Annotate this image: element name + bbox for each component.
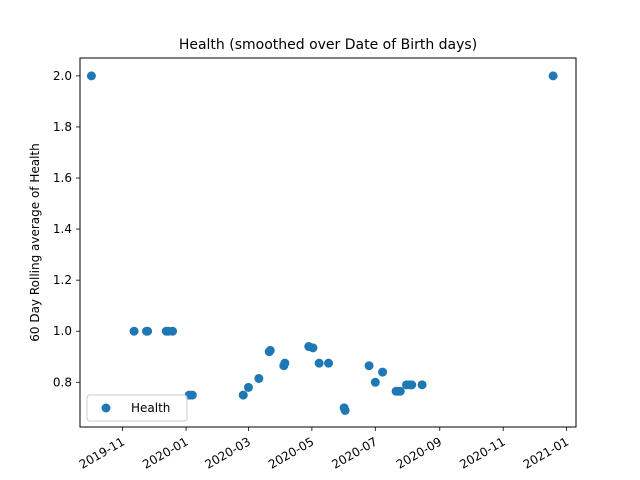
legend-marker <box>101 403 111 413</box>
data-point <box>86 71 96 81</box>
legend: Health <box>86 394 188 422</box>
data-point <box>417 380 427 390</box>
data-point <box>265 345 275 355</box>
y-tick-label: 1.4 <box>53 222 72 236</box>
data-point <box>254 373 264 383</box>
data-point <box>143 326 153 336</box>
legend-label-health: Health <box>131 401 170 415</box>
data-point <box>187 390 197 400</box>
data-point <box>129 326 139 336</box>
y-tick-label: 1.0 <box>53 324 72 338</box>
y-tick-label: 0.8 <box>53 375 72 389</box>
data-point <box>314 358 324 368</box>
chart-title: Health (smoothed over Date of Birth days… <box>179 37 477 53</box>
data-point <box>407 380 417 390</box>
data-point <box>548 71 558 81</box>
y-tick-label: 1.8 <box>53 120 72 134</box>
y-tick-label: 1.2 <box>53 273 72 287</box>
data-point <box>395 386 405 396</box>
data-point <box>378 367 388 377</box>
data-point <box>243 382 253 392</box>
data-point <box>324 358 334 368</box>
plot-frame <box>79 57 577 428</box>
data-point <box>370 377 380 387</box>
data-point <box>168 326 178 336</box>
plot-points <box>86 71 558 415</box>
y-tick-label: 2.0 <box>53 69 72 83</box>
data-point <box>340 405 350 415</box>
data-point <box>308 343 318 353</box>
data-point <box>238 390 248 400</box>
legend-box <box>86 394 188 422</box>
y-axis: 0.8 1.0 1.2 1.4 1.6 1.8 2.0 <box>53 69 80 389</box>
data-point <box>364 361 374 371</box>
y-axis-title: 60 Day Rolling average of Health <box>28 143 42 342</box>
data-point <box>280 358 290 368</box>
y-tick-label: 1.6 <box>53 171 72 185</box>
